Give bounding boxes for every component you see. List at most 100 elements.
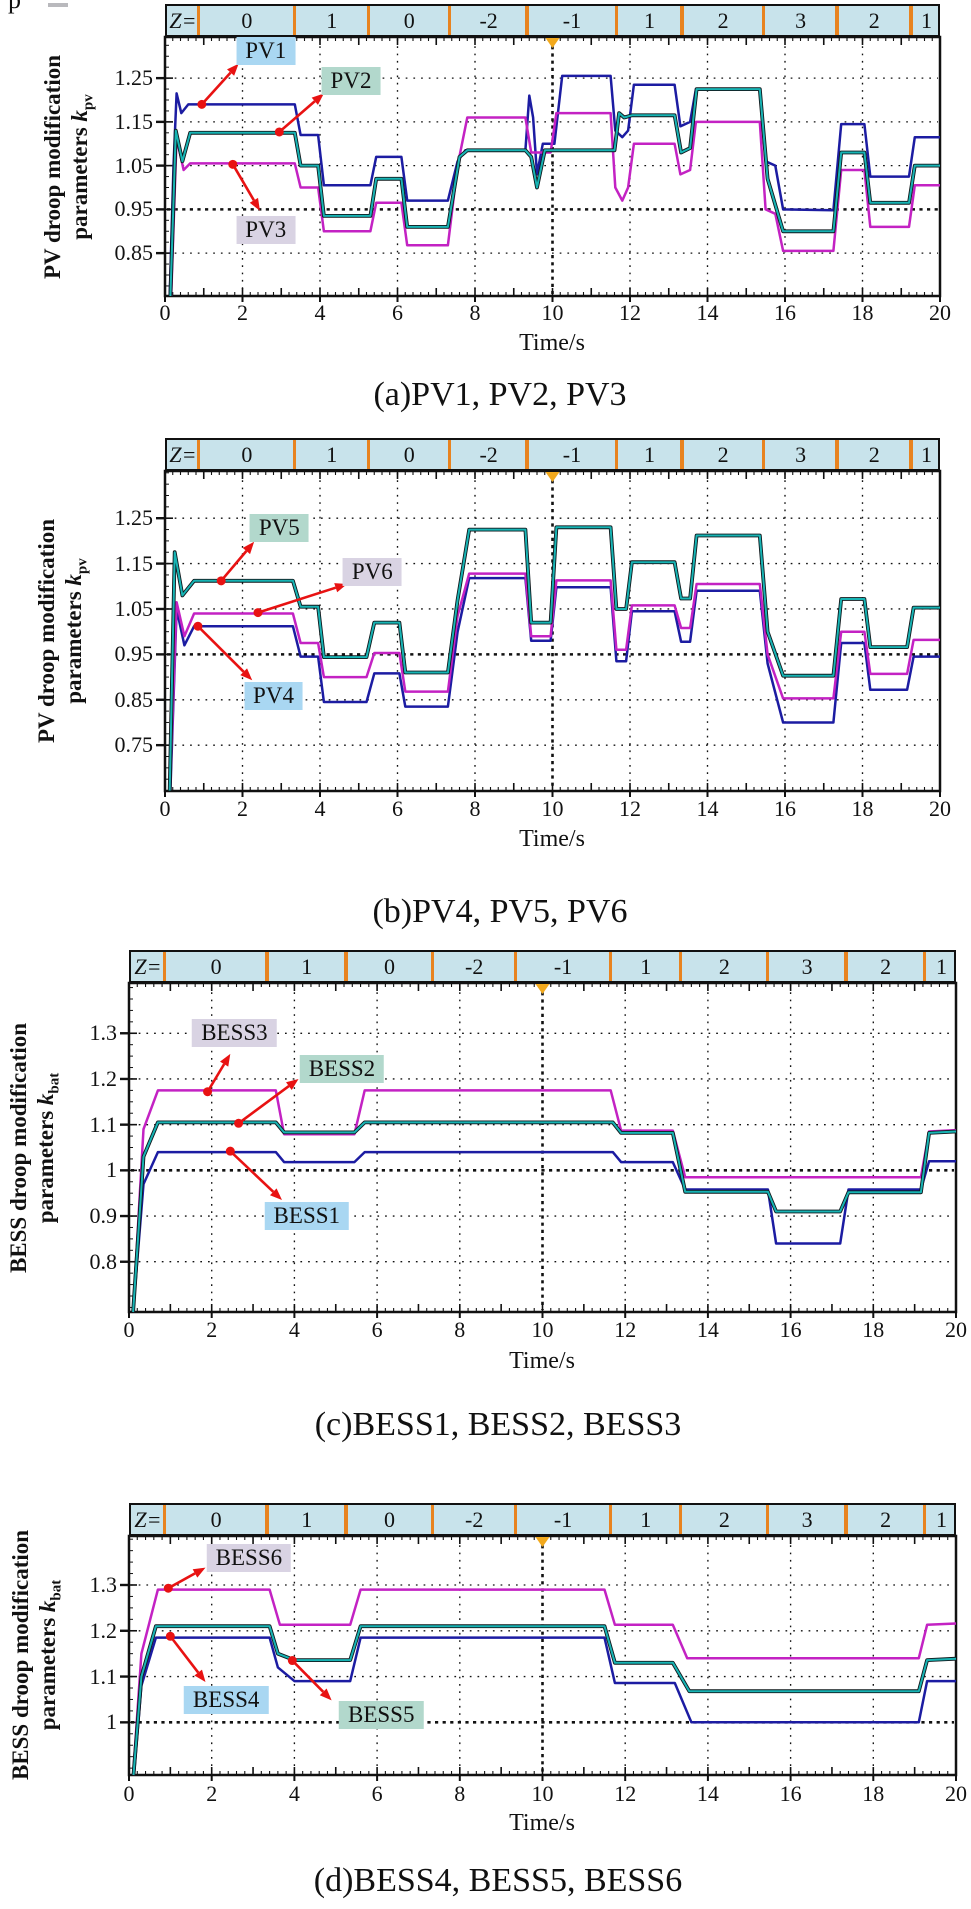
z-bar-divider bbox=[680, 440, 684, 469]
z-bar-divider bbox=[765, 1505, 770, 1534]
x-tick-label-c-6: 6 bbox=[371, 1317, 383, 1342]
x-tick-label-d-6: 6 bbox=[371, 1781, 383, 1806]
series-PV1 bbox=[168, 74, 940, 297]
x-tick-label-d-0: 0 bbox=[123, 1781, 135, 1806]
series-label-PV1: PV1 bbox=[236, 37, 296, 65]
event-marker-icon bbox=[535, 1537, 550, 1547]
annotation-arrow-BESS5 bbox=[291, 1659, 325, 1693]
z-value-c-3: -2 bbox=[465, 953, 484, 979]
annotation-arrowhead-icon bbox=[249, 197, 260, 211]
x-tick-label-b-16: 16 bbox=[774, 796, 796, 821]
z-bar-label: Z= bbox=[169, 441, 197, 467]
z-value-d-6: 2 bbox=[718, 1506, 730, 1532]
y-tick-label-b-0.95: 0.95 bbox=[114, 641, 154, 667]
series-label-BESS2: BESS2 bbox=[299, 1055, 385, 1084]
z-state-bar-b: Z= 0 1 0 -2 -1 1 2 3 2 1 bbox=[165, 438, 940, 471]
x-tick-label-a-0: 0 bbox=[159, 300, 171, 325]
annotation-arrowhead-icon bbox=[220, 1053, 231, 1067]
series-BESS5 bbox=[132, 1625, 957, 1776]
z-value-d-9: 1 bbox=[935, 1506, 947, 1532]
series-BESS4 bbox=[132, 1636, 956, 1776]
annotation-arrow-PV2 bbox=[278, 100, 316, 133]
y-tick-label-a-1.05: 1.05 bbox=[114, 152, 154, 178]
annotation-dot-icon bbox=[163, 1583, 173, 1593]
annotation-arrowhead-icon bbox=[192, 1567, 206, 1578]
annotation-dot-icon bbox=[228, 159, 238, 169]
x-axis-title-c: Time/s bbox=[509, 1348, 575, 1374]
x-tick-label-a-4: 4 bbox=[314, 300, 326, 325]
annotation-dot-icon bbox=[225, 1146, 235, 1156]
x-axis-title-a: Time/s bbox=[519, 330, 585, 356]
x-axis-title-d: Time/s bbox=[509, 1810, 575, 1836]
series-PV2 bbox=[169, 88, 940, 297]
annotation-arrow-PV5 bbox=[220, 550, 248, 582]
y-tick-label-b-0.85: 0.85 bbox=[114, 686, 154, 712]
annotation-dot-icon bbox=[274, 127, 284, 137]
x-tick-label-d-2: 2 bbox=[206, 1781, 218, 1806]
series-label-BESS3: BESS3 bbox=[192, 1019, 277, 1048]
z-value-c-1: 1 bbox=[301, 953, 313, 979]
z-value-a-4: -1 bbox=[562, 7, 582, 33]
annotation-arrow-PV6 bbox=[257, 586, 337, 614]
z-bar-divider bbox=[608, 952, 613, 981]
z-bar-divider bbox=[835, 440, 839, 469]
z-value-b-3: -2 bbox=[479, 441, 498, 467]
z-bar-divider bbox=[162, 1505, 167, 1534]
series-PV6 bbox=[168, 572, 940, 791]
z-value-b-4: -1 bbox=[562, 441, 582, 467]
series-label-BESS5: BESS5 bbox=[338, 1701, 424, 1730]
annotation-dot-icon bbox=[216, 576, 226, 586]
z-state-bar-c: Z= 0 1 0 -2 -1 1 2 3 2 1 bbox=[129, 950, 956, 983]
series-label-BESS6: BESS6 bbox=[206, 1544, 292, 1573]
series-label-PV6: PV6 bbox=[342, 557, 402, 586]
y-tick-label-a-1.25: 1.25 bbox=[114, 65, 154, 91]
series-label-PV3: PV3 bbox=[236, 216, 296, 245]
y-tick-label-b-1.05: 1.05 bbox=[114, 595, 154, 621]
x-axis-title-b: Time/s bbox=[519, 826, 585, 852]
annotation-arrowhead-icon bbox=[240, 668, 253, 681]
annotation-arrow-BESS2 bbox=[237, 1085, 290, 1125]
z-value-b-7: 3 bbox=[795, 441, 807, 467]
k-symbol: k bbox=[67, 110, 92, 122]
z-value-b-5: 1 bbox=[643, 441, 655, 467]
x-tick-label-a-14: 14 bbox=[696, 300, 719, 325]
z-value-d-5: 1 bbox=[640, 1506, 652, 1532]
z-bar-divider bbox=[513, 952, 518, 981]
annotation-arrow-PV4 bbox=[197, 625, 245, 673]
annotation-dot-icon bbox=[193, 621, 203, 631]
x-tick-label-a-18: 18 bbox=[851, 300, 874, 325]
x-tick-label-d-4: 4 bbox=[288, 1781, 300, 1806]
annotation-dot-icon bbox=[287, 1656, 297, 1666]
z-bar-divider bbox=[844, 1505, 848, 1534]
series-label-PV4: PV4 bbox=[244, 682, 303, 711]
event-marker-icon bbox=[545, 38, 560, 48]
z-value-a-5: 1 bbox=[643, 7, 655, 33]
z-bar-label: Z= bbox=[134, 1506, 162, 1532]
z-value-c-9: 1 bbox=[935, 953, 947, 979]
z-bar-divider bbox=[525, 440, 529, 469]
series-BESS1 bbox=[131, 1150, 956, 1313]
x-tick-label-d-14: 14 bbox=[696, 1781, 719, 1806]
series-PV5 bbox=[168, 526, 940, 791]
z-value-b-2: 0 bbox=[403, 441, 415, 467]
x-tick-label-a-8: 8 bbox=[469, 300, 481, 325]
z-bar-divider bbox=[162, 952, 167, 981]
annotation-arrowhead-icon bbox=[311, 93, 324, 105]
annotation-arrowhead-icon bbox=[319, 1688, 332, 1701]
annotation-arrow-BESS3 bbox=[206, 1063, 226, 1093]
z-bar-divider bbox=[447, 6, 452, 35]
caption-d: (d)BESS4, BESS5, BESS6 bbox=[313, 1862, 683, 1899]
z-value-a-8: 2 bbox=[868, 7, 880, 33]
annotation-arrow-BESS4 bbox=[169, 1635, 200, 1674]
z-bar-divider bbox=[447, 440, 452, 469]
z-bar-divider bbox=[614, 440, 618, 469]
z-bar-divider bbox=[344, 1505, 348, 1534]
z-bar-divider bbox=[292, 6, 297, 35]
caption-a: (a)PV1, PV2, PV3 bbox=[373, 376, 627, 413]
k-symbol: k bbox=[33, 1093, 58, 1106]
z-bar-divider bbox=[292, 440, 297, 469]
z-bar-divider bbox=[909, 440, 913, 469]
z-bar-divider bbox=[678, 1505, 683, 1534]
y-tick-label-d-1.3: 1.3 bbox=[89, 1571, 118, 1597]
annotation-arrow-BESS1 bbox=[229, 1150, 275, 1193]
